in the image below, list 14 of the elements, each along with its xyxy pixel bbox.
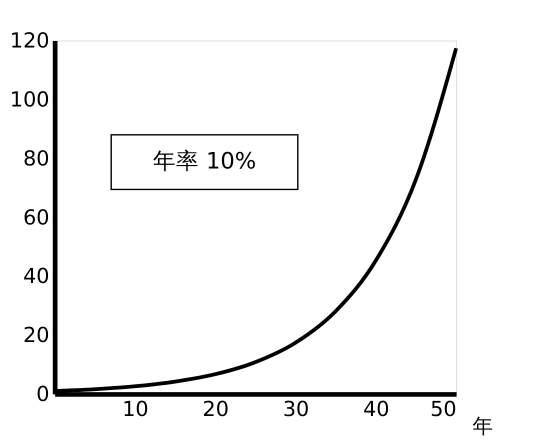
annotation: 年率 10%	[152, 148, 256, 175]
x-tick-label: 20	[202, 397, 229, 422]
x-tick-label: 40	[363, 397, 390, 422]
y-tick-label: 120	[10, 28, 50, 53]
x-tick-label: 10	[122, 397, 149, 422]
y-tick-label: 100	[10, 88, 50, 112]
y-tick-label: 60	[23, 205, 50, 230]
x-axis-title: 年	[472, 414, 494, 438]
y-tick-label: 0	[36, 382, 50, 406]
y-tick-label: 20	[23, 323, 50, 348]
y-tick-label: 80	[23, 146, 50, 170]
x-tick-label: 50	[430, 397, 457, 422]
x-tick-label: 30	[282, 397, 310, 422]
y-tick-label: 40	[23, 264, 50, 288]
